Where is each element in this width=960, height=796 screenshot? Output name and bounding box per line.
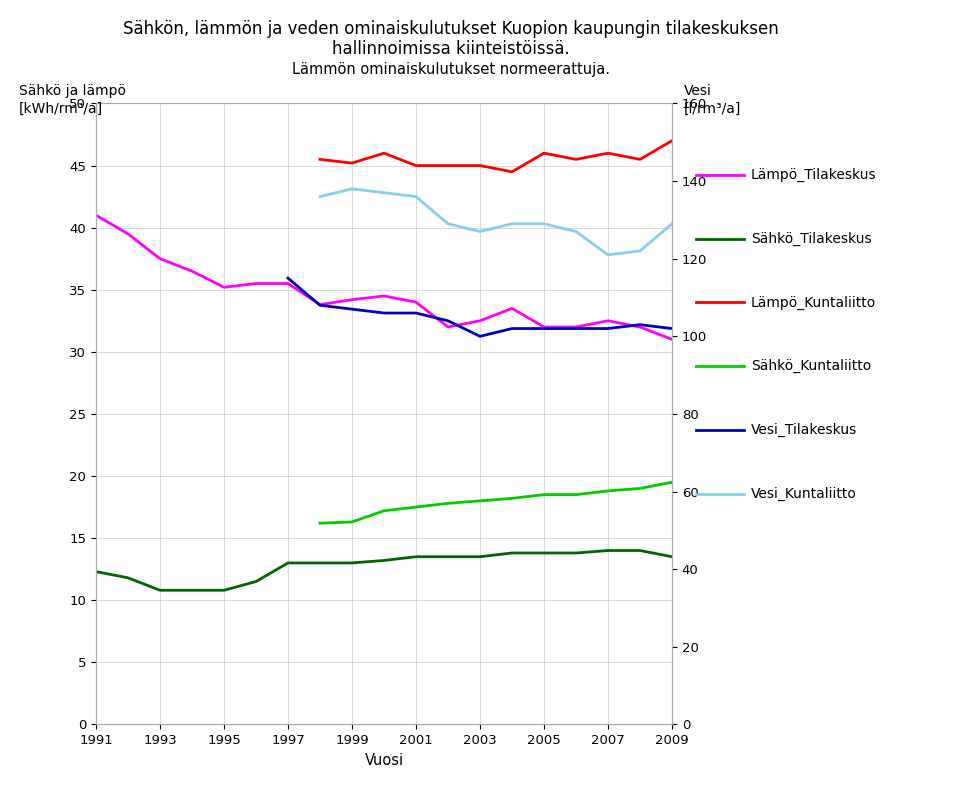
Text: Lämpö_Kuntaliitto: Lämpö_Kuntaliitto	[751, 295, 876, 310]
Text: Vesi: Vesi	[684, 84, 711, 98]
Text: Sähkö ja lämpö: Sähkö ja lämpö	[19, 84, 126, 98]
Text: Vesi_Tilakeskus: Vesi_Tilakeskus	[751, 423, 857, 437]
Text: Vesi_Kuntaliitto: Vesi_Kuntaliitto	[751, 486, 856, 501]
Text: Sähkön, lämmön ja veden ominaiskulutukset Kuopion kaupungin tilakeskuksen: Sähkön, lämmön ja veden ominaiskulutukse…	[123, 20, 780, 38]
Text: Sähkö_Tilakeskus: Sähkö_Tilakeskus	[751, 232, 872, 246]
Text: Lämmön ominaiskulutukset normeerattuja.: Lämmön ominaiskulutukset normeerattuja.	[292, 62, 611, 77]
Text: Sähkö_Kuntaliitto: Sähkö_Kuntaliitto	[751, 359, 871, 373]
Text: hallinnoimissa kiinteistöissä.: hallinnoimissa kiinteistöissä.	[332, 40, 570, 58]
Text: [l/rm³/a]: [l/rm³/a]	[684, 102, 741, 116]
Text: Lämpö_Tilakeskus: Lämpö_Tilakeskus	[751, 168, 876, 182]
Text: [kWh/rm³/a]: [kWh/rm³/a]	[19, 102, 104, 116]
X-axis label: Vuosi: Vuosi	[365, 753, 403, 767]
